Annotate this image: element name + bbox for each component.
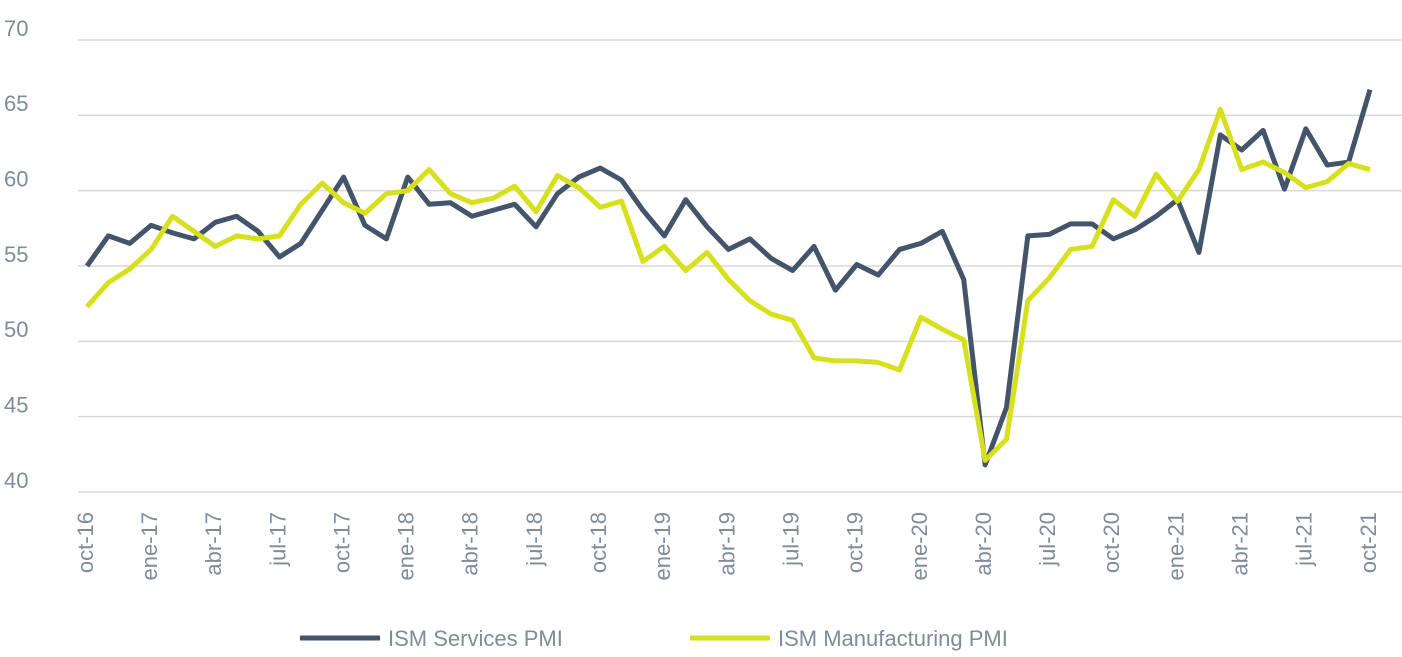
series-line [85, 106, 1371, 463]
x-tick-label: oct-20 [1099, 512, 1124, 573]
x-tick-label: abr-20 [971, 512, 996, 576]
legend-label: ISM Manufacturing PMI [778, 626, 1008, 651]
y-tick-label: 55 [4, 242, 28, 267]
x-tick-label: oct-21 [1356, 512, 1381, 573]
y-tick-label: 50 [4, 317, 28, 342]
x-tick-label: jul-20 [1035, 512, 1060, 567]
y-tick-label: 65 [4, 91, 28, 116]
y-tick-label: 40 [4, 468, 28, 493]
x-tick-label: oct-18 [586, 512, 611, 573]
x-tick-label: ene-21 [1163, 512, 1188, 581]
x-tick-label: abr-17 [201, 512, 226, 576]
x-tick-label: oct-19 [843, 512, 868, 573]
x-tick-label: jul-21 [1292, 512, 1317, 567]
x-tick-label: jul-17 [265, 512, 290, 567]
x-tick-label: ene-17 [137, 512, 162, 581]
x-tick-label: ene-19 [650, 512, 675, 581]
x-tick-label: abr-18 [458, 512, 483, 576]
x-tick-label: ene-20 [907, 512, 932, 581]
y-tick-label: 45 [4, 392, 28, 417]
x-tick-label: abr-21 [1228, 512, 1253, 576]
y-tick-label: 70 [4, 16, 28, 41]
x-tick-label: ene-18 [394, 512, 419, 581]
y-tick-label: 60 [4, 166, 28, 191]
x-tick-label: jul-18 [522, 512, 547, 567]
x-tick-label: oct-17 [329, 512, 354, 573]
x-tick-label: oct-16 [73, 512, 98, 573]
legend-label: ISM Services PMI [388, 626, 563, 651]
series-line [84, 89, 1373, 468]
x-tick-label: abr-19 [714, 512, 739, 576]
x-tick-label: jul-19 [778, 512, 803, 567]
